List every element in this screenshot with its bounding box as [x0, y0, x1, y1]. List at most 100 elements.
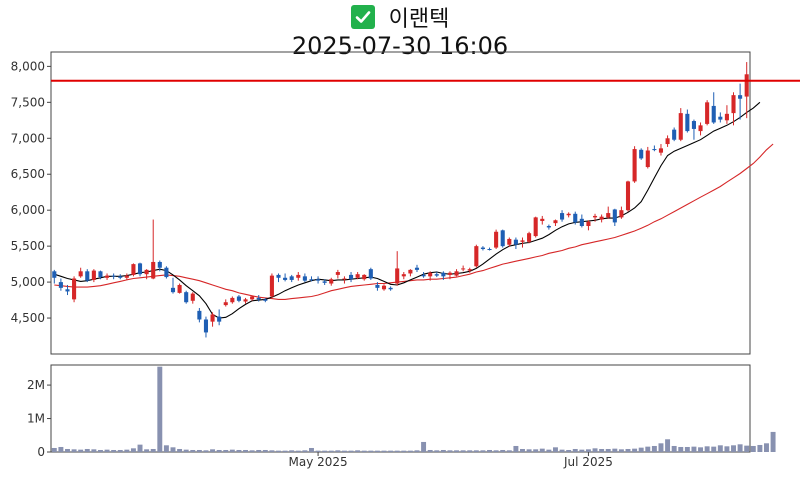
volume-bar [605, 448, 611, 452]
ma-long-line [54, 143, 774, 300]
candle-body [606, 213, 611, 218]
volume-bar [223, 449, 229, 452]
volume-bar [394, 450, 400, 452]
price-plot-frame [50, 51, 751, 355]
candle-body [685, 113, 690, 132]
candle [414, 264, 420, 273]
candle-body [243, 299, 248, 302]
candle-body [665, 138, 670, 145]
volume-bar [137, 444, 143, 452]
candle-body [731, 95, 736, 114]
volume-bar [65, 448, 70, 452]
volume-y-tick-label: 1M [27, 412, 45, 426]
volume-bar [355, 450, 361, 452]
volume-bar [361, 450, 367, 452]
volume-y-tick-label: 2M [27, 378, 45, 392]
volume-bar [243, 449, 249, 452]
candle [520, 237, 525, 248]
candle [691, 119, 696, 140]
candle-body [612, 209, 617, 223]
candle [210, 312, 215, 327]
volume-bar [467, 450, 473, 452]
candle-body [711, 105, 716, 123]
candle [645, 146, 650, 169]
price-y-tick-label: 6,000 [11, 203, 45, 217]
volume-bar [533, 449, 539, 452]
candle [329, 277, 334, 286]
volume-bar [388, 450, 394, 452]
volume-bar [572, 448, 578, 452]
candle-body [447, 272, 453, 275]
candle-body [414, 267, 420, 270]
candle [573, 211, 578, 225]
candle [744, 62, 749, 119]
x-tick-label: Jul 2025 [563, 455, 613, 469]
candle [65, 284, 70, 296]
candle-body [619, 210, 624, 218]
price-y-tick-label: 7,500 [11, 95, 45, 109]
volume-bar [170, 447, 176, 452]
candle [731, 92, 736, 126]
candle-body [487, 249, 492, 251]
volume-bar [625, 448, 631, 452]
volume-bar [341, 450, 347, 452]
price-y-tick-label: 5,000 [11, 275, 45, 289]
candle-body [269, 275, 274, 297]
volume-bar [434, 450, 440, 452]
candle [474, 244, 479, 268]
candle [368, 267, 373, 280]
volume-bar [335, 450, 341, 452]
candle [685, 109, 690, 133]
candle [355, 272, 360, 280]
candle [540, 215, 545, 225]
price-y-tick-label: 7,000 [11, 131, 45, 145]
candle [467, 267, 472, 273]
candle-body [520, 240, 525, 242]
candle [408, 269, 413, 277]
candle [705, 100, 710, 126]
candle-body [500, 230, 505, 247]
candle-body [151, 261, 156, 279]
candle [52, 269, 57, 284]
volume-bar [163, 445, 169, 452]
candle [111, 273, 116, 280]
candle-body [744, 74, 749, 97]
candle-body [738, 95, 743, 99]
candle [698, 122, 703, 136]
volume-bar [724, 446, 730, 452]
candle-body [507, 238, 512, 245]
price-y-tick-label: 4,500 [11, 311, 45, 325]
volume-bar [58, 446, 64, 452]
candle [256, 295, 261, 302]
chart-subtitle: 2025-07-30 16:06 [291, 32, 509, 60]
volume-bar [460, 450, 466, 452]
candle-body [388, 287, 393, 290]
candle [296, 272, 301, 281]
volume-bar [592, 448, 598, 452]
candle [507, 237, 512, 247]
candle [177, 283, 182, 294]
volume-bar [78, 449, 84, 452]
volume-bar [269, 450, 275, 452]
candle-body [566, 213, 571, 216]
candle [190, 292, 195, 304]
candle-body [678, 113, 683, 140]
volume-bar [585, 449, 591, 452]
candle [553, 219, 558, 227]
candle [513, 237, 518, 250]
candle [124, 273, 129, 280]
volume-bar [295, 450, 301, 452]
candle [197, 307, 202, 323]
candle [480, 246, 485, 251]
candle-body [118, 276, 123, 278]
volume-bar [513, 445, 519, 452]
volume-bar [157, 366, 163, 452]
candle-body [144, 269, 149, 275]
candle [672, 127, 677, 142]
candle-body [111, 275, 116, 277]
volume-plot-frame [50, 364, 751, 453]
volume-bar [216, 449, 222, 452]
volume-bar [91, 449, 97, 452]
volume-bar [427, 449, 433, 452]
candle [78, 267, 83, 278]
